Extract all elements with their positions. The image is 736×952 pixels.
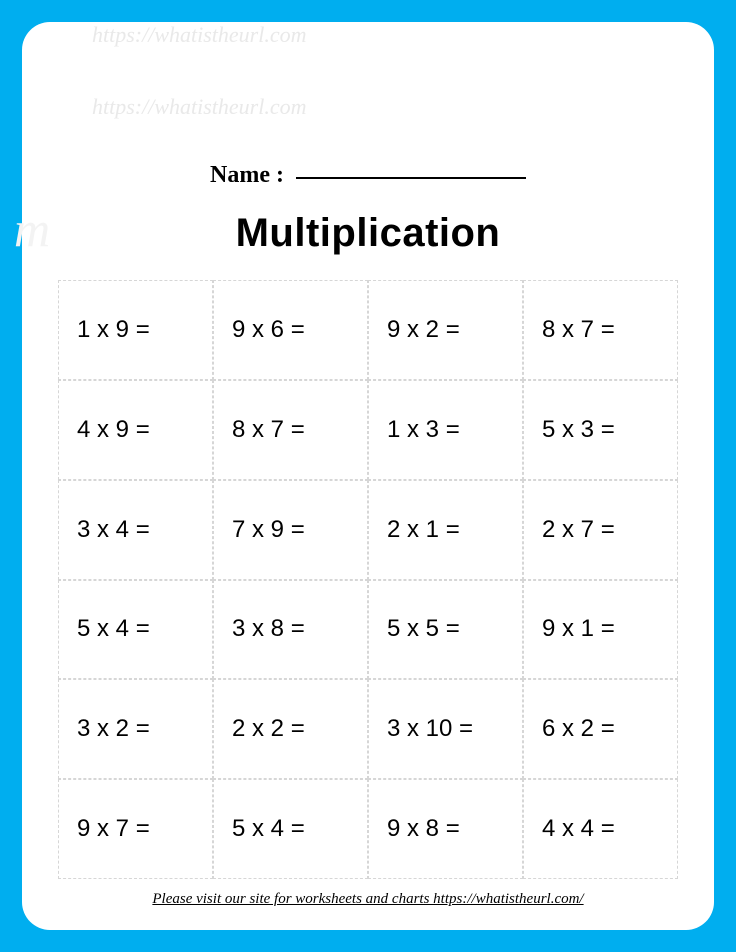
problem-cell: 2 x 1 = bbox=[368, 480, 523, 580]
watermark-bottom: https://whatistheurl.com bbox=[92, 22, 712, 48]
problem-cell: 9 x 7 = bbox=[58, 779, 213, 879]
problem-cell: 7 x 9 = bbox=[213, 480, 368, 580]
footer-text: Please visit our site for worksheets and… bbox=[58, 891, 678, 908]
problem-cell: 9 x 6 = bbox=[213, 280, 368, 380]
problem-cell: 2 x 2 = bbox=[213, 679, 368, 779]
problem-cell: 2 x 7 = bbox=[523, 480, 678, 580]
problem-cell: 5 x 3 = bbox=[523, 380, 678, 480]
problem-cell: 5 x 4 = bbox=[58, 580, 213, 680]
problem-cell: 5 x 5 = bbox=[368, 580, 523, 680]
name-blank-line bbox=[296, 177, 526, 179]
problem-cell: 9 x 2 = bbox=[368, 280, 523, 380]
name-label: Name : bbox=[210, 162, 284, 188]
problem-cell: 1 x 9 = bbox=[58, 280, 213, 380]
name-row: Name : bbox=[58, 162, 678, 189]
problems-grid: 1 x 9 = 9 x 6 = 9 x 2 = 8 x 7 = 4 x 9 = … bbox=[58, 280, 678, 879]
worksheet-title: Multiplication bbox=[58, 211, 678, 256]
problem-cell: 3 x 8 = bbox=[213, 580, 368, 680]
problem-cell: 3 x 10 = bbox=[368, 679, 523, 779]
problem-cell: 5 x 4 = bbox=[213, 779, 368, 879]
problem-cell: 4 x 9 = bbox=[58, 380, 213, 480]
problem-cell: 3 x 4 = bbox=[58, 480, 213, 580]
problem-cell: 3 x 2 = bbox=[58, 679, 213, 779]
problem-cell: 8 x 7 = bbox=[523, 280, 678, 380]
problem-cell: 4 x 4 = bbox=[523, 779, 678, 879]
watermark-top: https://whatistheurl.com bbox=[92, 94, 712, 120]
problem-cell: 9 x 1 = bbox=[523, 580, 678, 680]
problem-cell: 1 x 3 = bbox=[368, 380, 523, 480]
problem-cell: 9 x 8 = bbox=[368, 779, 523, 879]
problem-cell: 6 x 2 = bbox=[523, 679, 678, 779]
worksheet-page: https://whatistheurl.com https://whatist… bbox=[22, 22, 714, 930]
problem-cell: 8 x 7 = bbox=[213, 380, 368, 480]
